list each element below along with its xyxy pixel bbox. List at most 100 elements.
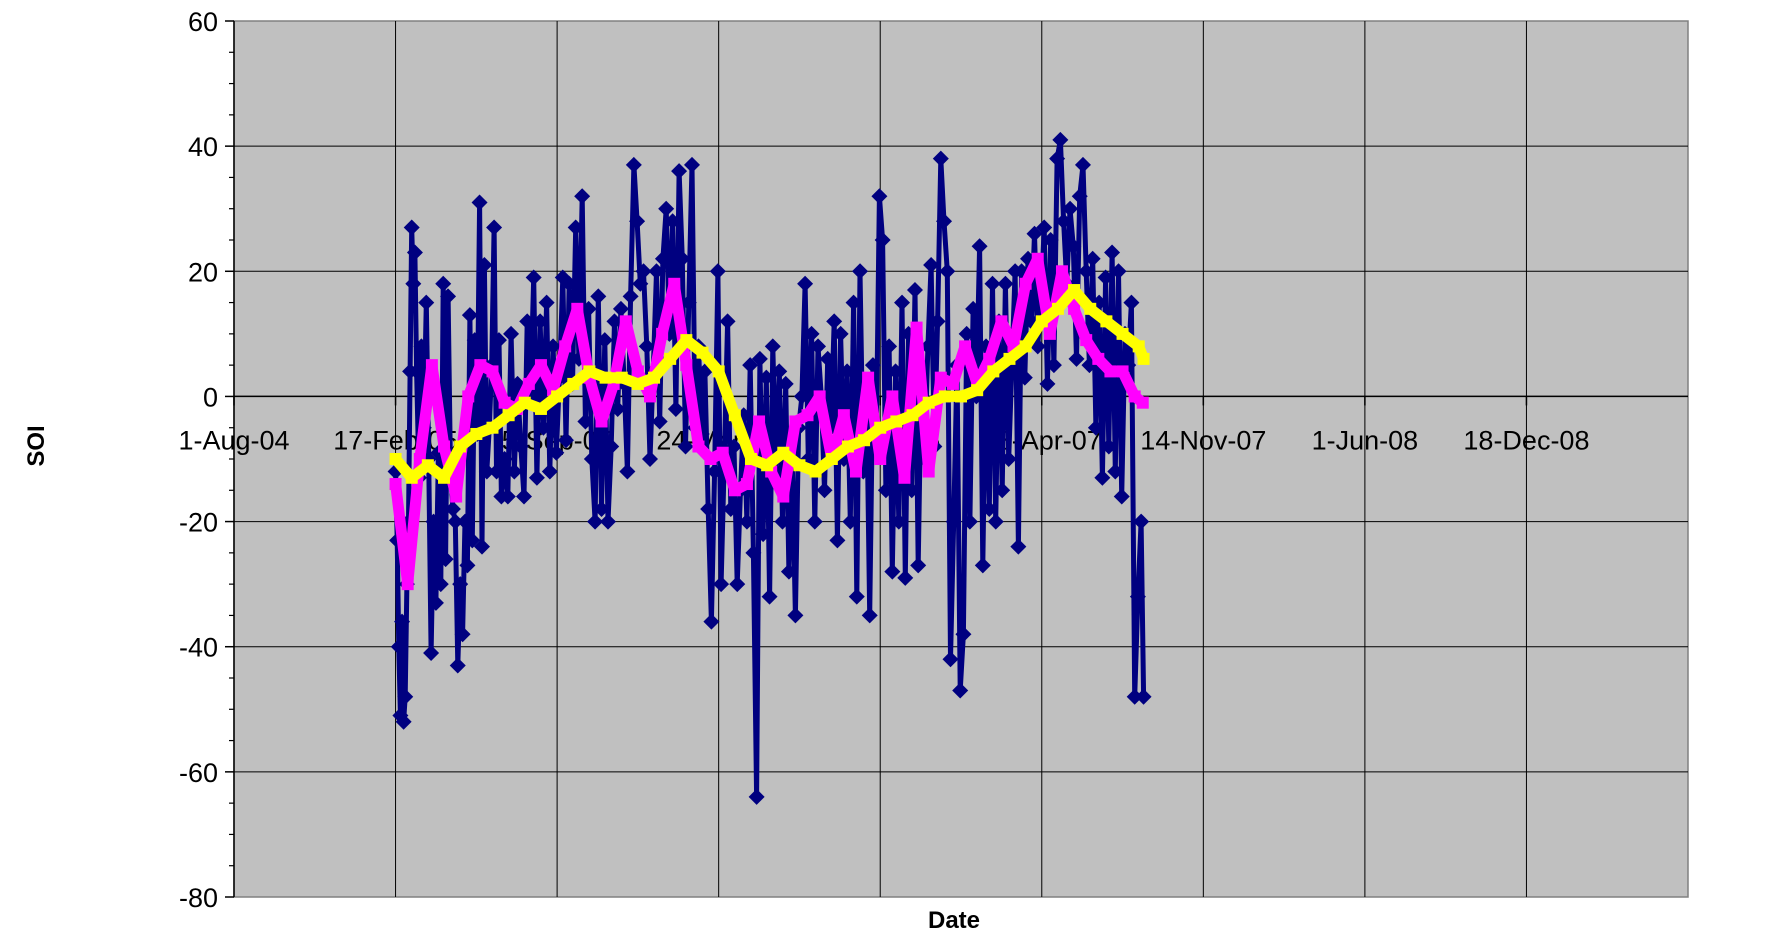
y-tick-label: 0	[203, 382, 218, 412]
data-point	[887, 363, 904, 380]
data-point	[656, 327, 669, 340]
data-point	[577, 413, 594, 430]
data-point	[606, 313, 623, 330]
data-point	[1035, 315, 1048, 328]
data-point	[473, 538, 490, 555]
data-point	[545, 338, 562, 355]
data-point	[1084, 250, 1101, 267]
data-point	[557, 432, 574, 449]
data-point	[751, 350, 768, 367]
data-point	[541, 463, 558, 480]
data-point	[809, 465, 822, 478]
data-point	[612, 300, 629, 317]
data-point	[648, 263, 665, 280]
data-point	[525, 269, 542, 286]
data-point	[438, 440, 451, 453]
data-point	[952, 682, 969, 699]
data-point	[829, 532, 846, 549]
data-point	[498, 396, 511, 409]
data-point	[444, 501, 461, 518]
data-point	[793, 388, 810, 405]
data-point	[680, 359, 693, 372]
data-point	[1049, 150, 1066, 167]
data-point	[706, 463, 723, 480]
data-point	[580, 300, 597, 317]
data-point	[874, 232, 891, 248]
data-point	[583, 365, 596, 378]
data-point	[922, 396, 935, 409]
data-point	[932, 150, 949, 167]
data-point	[995, 315, 1008, 328]
data-point	[1136, 396, 1149, 409]
data-point	[595, 415, 608, 428]
data-point	[726, 438, 743, 455]
data-point	[1013, 263, 1030, 280]
data-point	[910, 557, 927, 574]
data-point	[816, 482, 833, 499]
data-point	[528, 469, 545, 486]
data-point	[534, 402, 547, 415]
data-point	[1104, 244, 1121, 261]
data-point	[806, 513, 823, 530]
data-point	[447, 513, 464, 530]
data-point	[471, 194, 488, 211]
data-point	[787, 607, 804, 624]
data-point	[421, 459, 434, 472]
data-point	[936, 213, 953, 230]
data-point	[1051, 302, 1064, 315]
data-point	[1036, 219, 1053, 236]
data-point	[1074, 156, 1091, 173]
data-point	[1092, 352, 1105, 365]
data-point	[418, 294, 435, 311]
y-axis: -80 -60 -40 -20 0 20 40 60	[179, 7, 235, 913]
data-point	[644, 390, 657, 403]
series-layer	[387, 131, 1152, 805]
data-point	[394, 613, 411, 630]
data-point	[740, 478, 753, 491]
data-point	[462, 390, 475, 403]
data-point	[534, 359, 547, 372]
data-point	[461, 307, 478, 324]
data-point	[405, 275, 422, 292]
data-point	[803, 325, 820, 342]
data-point	[395, 713, 412, 730]
data-point	[780, 563, 797, 580]
data-point	[813, 390, 826, 403]
data-point	[648, 371, 661, 384]
data-point	[548, 444, 565, 461]
y-axis-title: SOI	[23, 425, 50, 466]
data-point	[486, 219, 503, 236]
data-point	[841, 440, 854, 453]
data-point	[755, 526, 772, 543]
data-point	[677, 438, 694, 455]
data-point	[1084, 302, 1097, 315]
data-point	[574, 188, 591, 205]
data-point	[390, 638, 407, 655]
data-point	[466, 332, 483, 349]
data-point	[692, 440, 705, 453]
data-point	[1078, 263, 1095, 280]
data-point	[1010, 538, 1027, 555]
data-point	[777, 490, 790, 503]
data-point	[1052, 131, 1069, 148]
data-point	[1043, 327, 1056, 340]
data-point	[1100, 315, 1113, 328]
y-tick-label: -80	[179, 883, 218, 913]
data-point	[664, 213, 681, 230]
data-point	[1116, 327, 1129, 340]
data-point	[668, 277, 681, 290]
data-point	[401, 578, 414, 591]
data-point	[1019, 340, 1032, 353]
y-tick-label: 40	[188, 132, 218, 162]
data-point	[538, 294, 555, 311]
data-point	[894, 294, 911, 311]
data-point	[758, 369, 775, 386]
data-point	[877, 482, 894, 499]
data-point	[561, 275, 578, 292]
data-point	[406, 244, 423, 261]
data-point	[454, 440, 467, 453]
data-point	[712, 365, 725, 378]
data-point	[764, 338, 781, 355]
data-point	[716, 446, 729, 459]
data-point	[997, 275, 1014, 292]
